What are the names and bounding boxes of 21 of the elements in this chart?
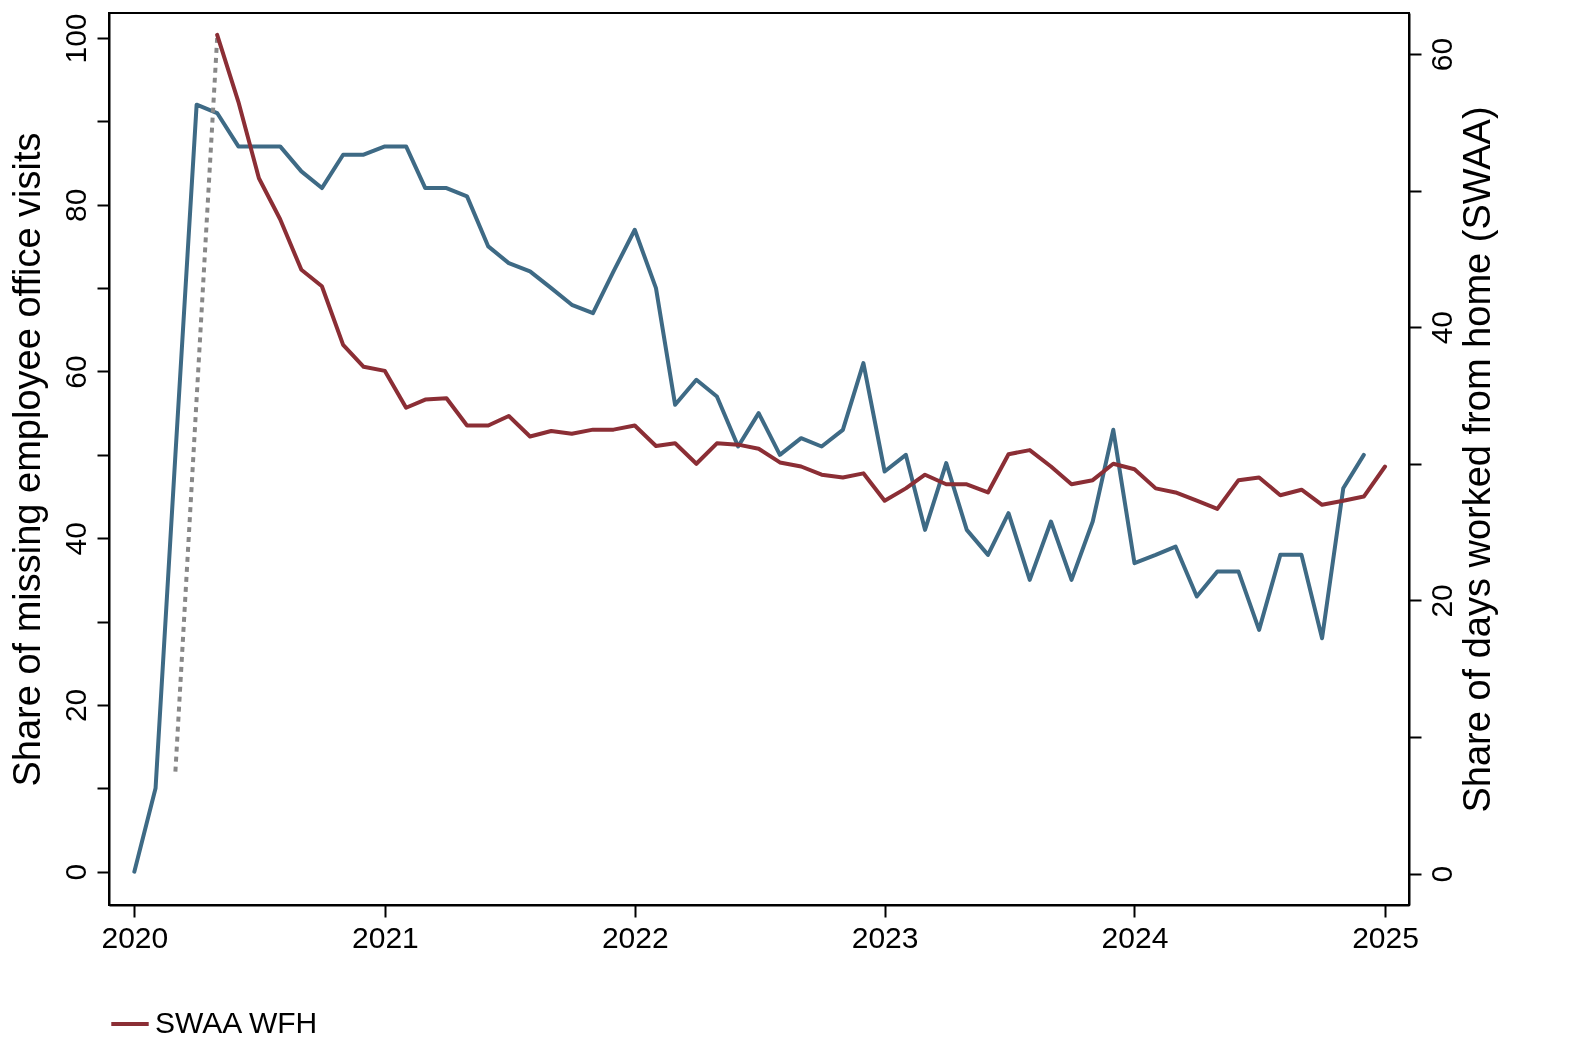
y2-tick-label: 40 bbox=[1424, 310, 1458, 345]
x-tick-label: 2023 bbox=[851, 920, 919, 954]
y-tick-label: 20 bbox=[58, 688, 92, 723]
y2-axis-title: Share of days worked from home (SWAA) bbox=[1455, 106, 1498, 813]
y-tick-label: 80 bbox=[58, 188, 92, 222]
x-tick-label: 2024 bbox=[1101, 920, 1169, 954]
y-tick-label: 0 bbox=[58, 863, 92, 881]
legend-label: SWAA WFH bbox=[155, 1006, 318, 1039]
y2-tick-label: 20 bbox=[1424, 584, 1458, 618]
x-tick-label: 2021 bbox=[352, 920, 419, 954]
x-tick-label: 2022 bbox=[601, 920, 669, 954]
line-series bbox=[132, 102, 1366, 874]
y2-tick-label: 0 bbox=[1424, 865, 1458, 883]
y-tick-label: 40 bbox=[58, 522, 92, 556]
y-tick-label: 100 bbox=[58, 13, 92, 64]
x-tick-label: 2025 bbox=[1352, 920, 1419, 954]
y-axis-title: Share of missing employee office visits bbox=[5, 132, 48, 787]
x-tick-label: 2020 bbox=[101, 920, 169, 954]
line-series bbox=[215, 32, 1388, 511]
y-tick-label: 60 bbox=[58, 355, 92, 389]
y2-tick-label: 60 bbox=[1424, 37, 1458, 72]
